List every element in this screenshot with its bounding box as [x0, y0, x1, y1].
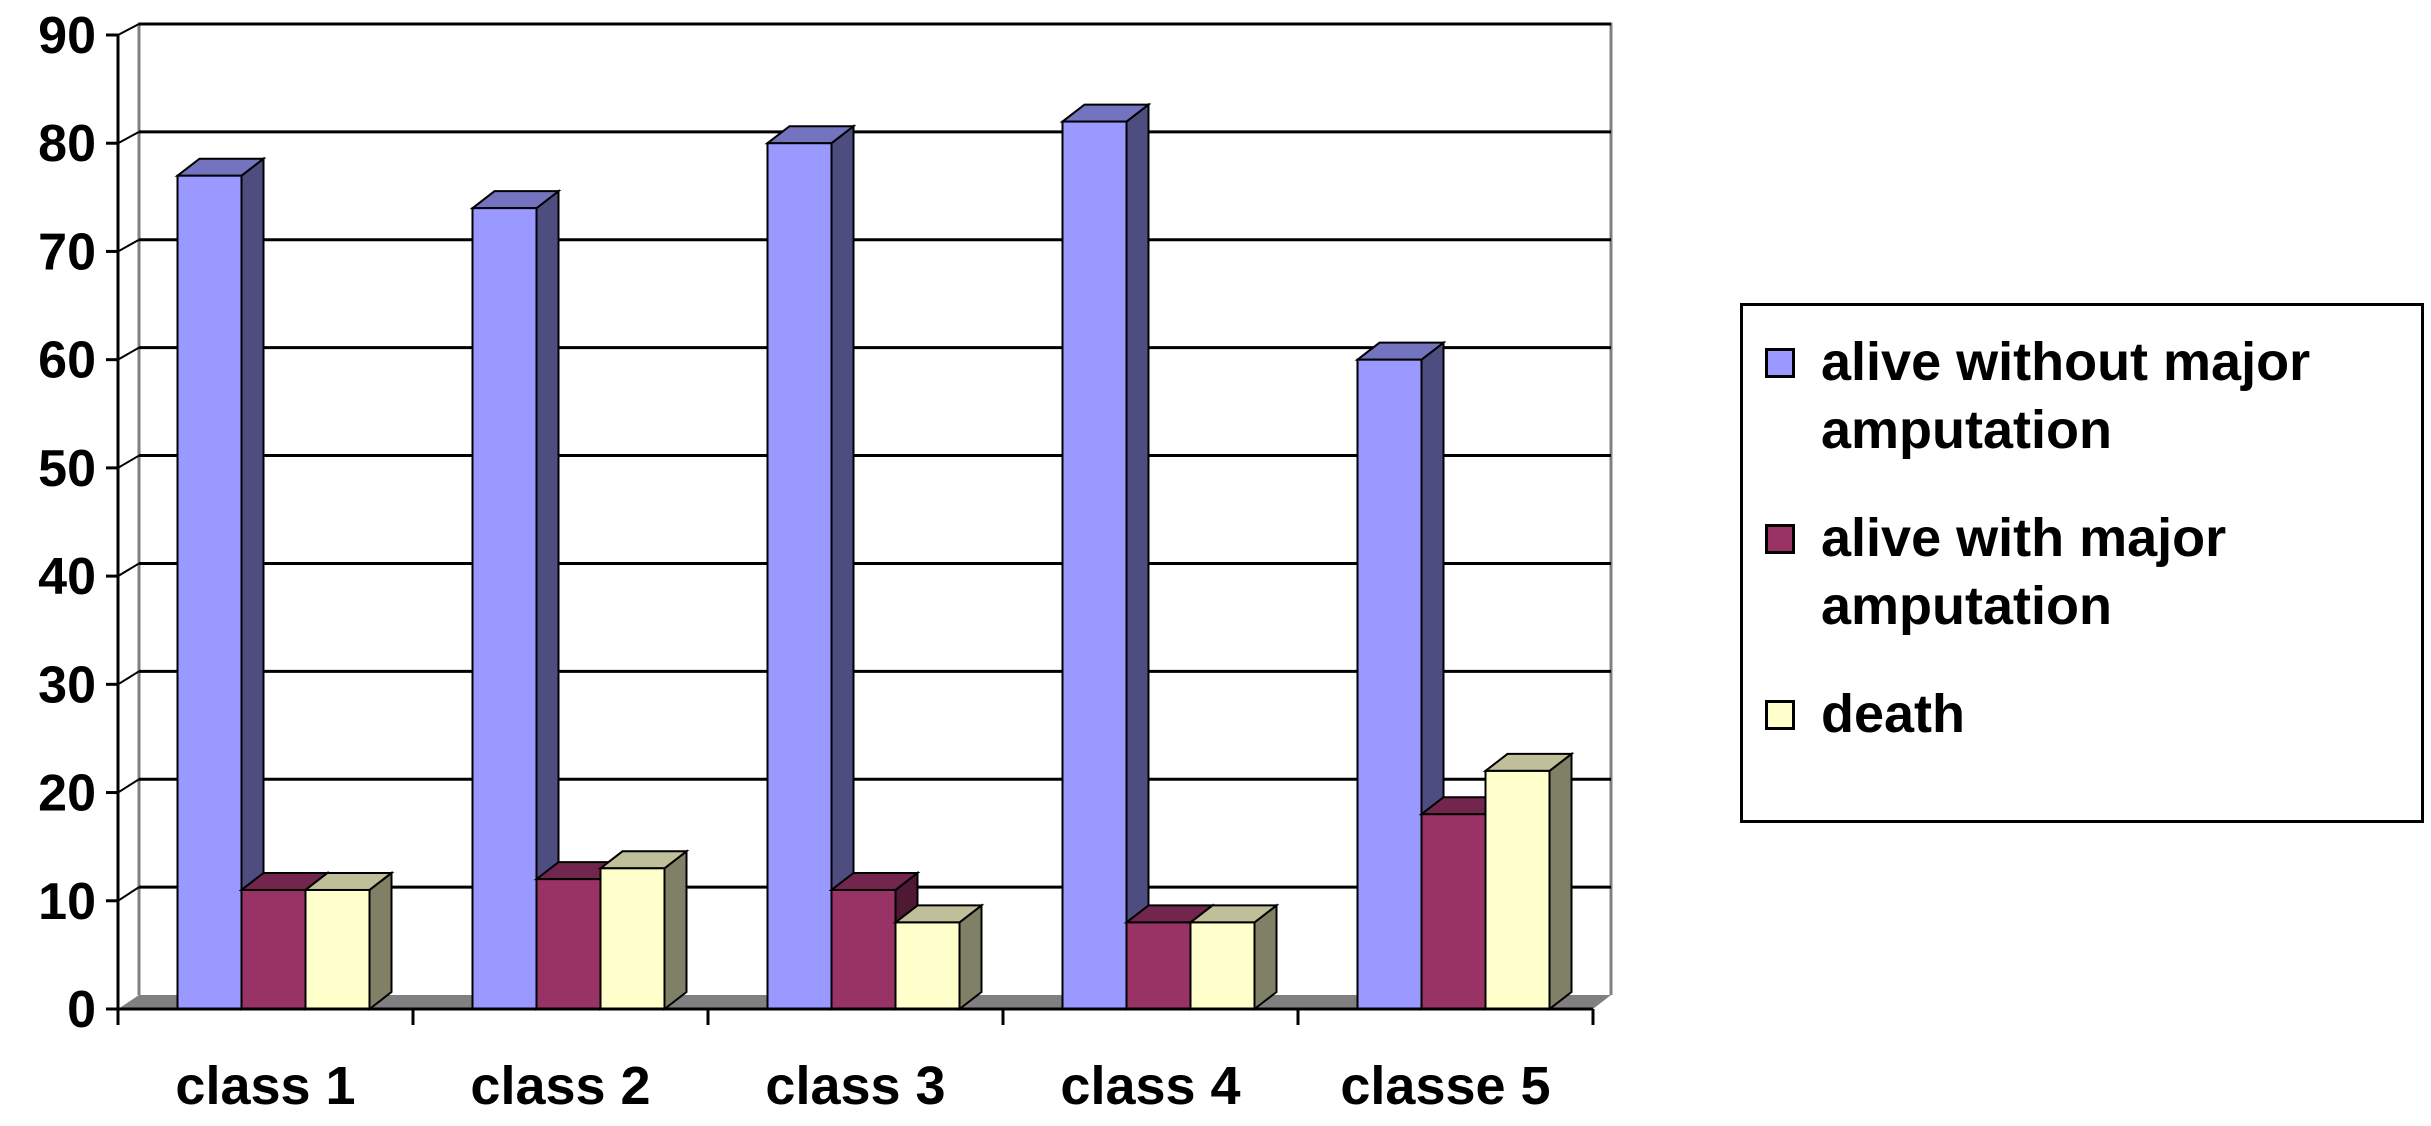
y-tick-label: 90 — [38, 7, 96, 65]
legend-swatch-alive-with-amputation — [1765, 524, 1795, 554]
bar-death-3 — [892, 903, 985, 1012]
legend-item-death: death — [1765, 680, 2411, 748]
legend-label-death: death — [1821, 684, 1966, 744]
bar-front — [830, 888, 897, 1011]
y-tick-label: 0 — [67, 981, 96, 1039]
bar-alive-without-amputation-3 — [764, 124, 857, 1012]
gridline-side — [117, 778, 140, 794]
y-tick-label: 20 — [38, 765, 96, 823]
chart-bars — [174, 102, 1575, 1012]
y-tick-label: 70 — [38, 223, 96, 281]
bar-front — [1125, 921, 1192, 1011]
x-category-label: class 3 — [765, 1056, 945, 1116]
bar-front — [240, 888, 307, 1011]
bar-front — [1484, 769, 1551, 1011]
bar-side — [663, 849, 688, 1012]
gridline-side — [117, 346, 140, 361]
legend-label-alive-without-amputation: alive without major amputation — [1821, 332, 2311, 460]
bar-front — [1356, 358, 1423, 1010]
gridline-side — [117, 454, 140, 469]
x-category-label: class 4 — [1060, 1056, 1240, 1116]
x-category-label: classe 5 — [1340, 1056, 1550, 1116]
y-tick-label: 10 — [38, 873, 96, 931]
bar-front — [766, 142, 833, 1010]
chart-legend: alive without major amputation alive wit… — [1740, 303, 2424, 823]
y-tick-label: 40 — [38, 548, 96, 606]
bar-alive-without-amputation-1 — [174, 156, 267, 1012]
gridline-side — [117, 670, 140, 686]
legend-item-alive-with-amputation: alive with major amputation — [1765, 504, 2411, 640]
gridline-side — [117, 131, 140, 145]
legend-label-alive-with-amputation: alive with major amputation — [1821, 508, 2227, 636]
gridline-side — [117, 562, 140, 577]
y-tick-label: 60 — [38, 332, 96, 390]
x-category-label: class 1 — [175, 1056, 355, 1116]
y-tick-label: 50 — [38, 440, 96, 498]
gridline-side — [117, 238, 140, 253]
bar-front — [1420, 813, 1487, 1011]
gridline-side — [117, 886, 140, 902]
bar-front — [1189, 921, 1256, 1011]
legend-swatch-death — [1765, 700, 1795, 730]
bar-death-2 — [597, 849, 690, 1012]
y-tick-label: 80 — [38, 115, 96, 173]
legend-item-alive-without-amputation: alive without major amputation — [1765, 328, 2411, 464]
bar-front — [894, 921, 961, 1011]
x-category-label: class 2 — [470, 1056, 650, 1116]
bar-front — [471, 207, 538, 1010]
bar-alive-without-amputation-4 — [1059, 102, 1152, 1012]
bar-front — [599, 867, 666, 1010]
bar-death-1 — [302, 870, 395, 1012]
bar-side — [368, 870, 393, 1012]
chart-axes: 0 10 20 30 40 50 60 70 80 90 class 1 class 2 class 3… — [38, 7, 1595, 1116]
bar-front — [304, 888, 371, 1011]
bar-front — [176, 174, 243, 1010]
bar-front — [1061, 120, 1128, 1011]
bar-death-4 — [1187, 903, 1280, 1012]
bar-death-5 — [1482, 751, 1575, 1012]
legend-swatch-alive-without-amputation — [1765, 348, 1795, 378]
y-tick-label: 30 — [38, 656, 96, 714]
bar-front — [535, 878, 602, 1011]
bar-side — [1125, 102, 1150, 1012]
gridline-side — [117, 23, 140, 36]
bar-alive-without-amputation-2 — [469, 189, 562, 1012]
bar-side — [1548, 751, 1573, 1012]
